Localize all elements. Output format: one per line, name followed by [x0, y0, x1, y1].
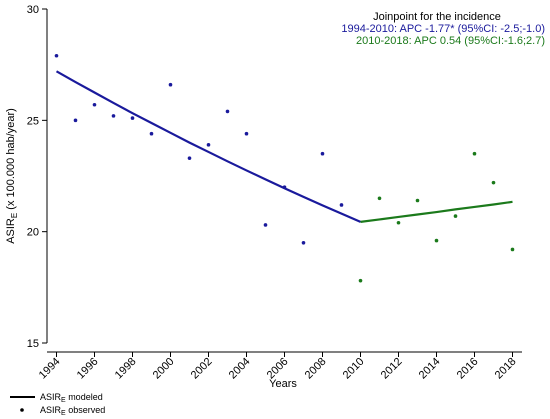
observed-point	[73, 118, 78, 123]
observed-point	[396, 220, 401, 225]
x-tick-label: 1998	[113, 356, 139, 382]
y-tick-label: 15	[27, 338, 39, 350]
x-tick-label: 2002	[189, 356, 215, 382]
y-axis-label-sub: E	[10, 213, 19, 218]
observed-point	[472, 151, 477, 156]
observed-point	[491, 180, 496, 185]
x-tick-label: 2014	[417, 356, 443, 382]
x-tick-label: 2008	[303, 356, 329, 382]
legend-text: ASIR	[40, 392, 62, 402]
observed-point	[301, 241, 306, 245]
observed-point	[225, 109, 230, 114]
observed-point	[510, 247, 515, 252]
x-tick-label: 2000	[151, 356, 177, 382]
x-tick-label: 2018	[493, 356, 519, 382]
annotation: Joinpoint for the incidence	[373, 11, 501, 23]
observed-point	[263, 223, 268, 227]
x-axis-label: Years	[269, 378, 297, 390]
observed-point	[54, 53, 59, 58]
y-tick-label: 25	[27, 115, 39, 127]
y-axis-label-text: ASIR	[5, 218, 17, 244]
annotation: 2010-2018: APC 0.54 (95%CI:-1.6;2.7)	[356, 35, 545, 47]
observed-point	[339, 203, 344, 207]
observed-point	[377, 196, 382, 201]
legend-text: ASIR	[40, 405, 62, 415]
x-tick-label: 2004	[227, 356, 253, 382]
observed-point	[453, 214, 458, 218]
x-tick-label: 2010	[341, 356, 367, 382]
y-axis-label-rest: (x 100.000 hab/year)	[5, 108, 17, 213]
legend-marker	[20, 408, 24, 412]
observed-point	[358, 278, 363, 283]
observed-point	[187, 156, 192, 160]
observed-point	[244, 131, 249, 136]
annotation: 1994-2010: APC -1.77* (95%CI: -2.5;-1.0)	[341, 23, 545, 35]
observed-point	[320, 151, 325, 156]
observed-point	[434, 238, 439, 243]
observed-point	[149, 131, 154, 136]
y-tick-label: 20	[27, 227, 39, 239]
modeled-line	[360, 200, 513, 223]
legend-rest: observed	[66, 405, 106, 415]
observed-point	[92, 102, 97, 107]
observed-point	[111, 114, 116, 118]
legend-label: ASIRE observed	[40, 405, 105, 417]
x-tick-label: 1996	[75, 356, 101, 382]
x-tick-label: 2016	[455, 356, 481, 382]
legend-rest: modeled	[66, 392, 103, 402]
observed-point	[206, 143, 211, 147]
x-tick-label: 2012	[379, 356, 405, 382]
x-tick-label: 1994	[37, 356, 63, 382]
observed-point	[168, 82, 173, 87]
legend-sub: E	[61, 397, 66, 404]
y-axis-label: ASIRE (x 100.000 hab/year)	[5, 108, 19, 244]
observed-point	[415, 198, 420, 203]
modeled-line	[55, 70, 361, 223]
y-tick-label: 30	[27, 4, 39, 16]
legend-label: ASIRE modeled	[40, 392, 103, 404]
observed-point	[130, 116, 135, 120]
legend-sub: E	[61, 410, 66, 417]
